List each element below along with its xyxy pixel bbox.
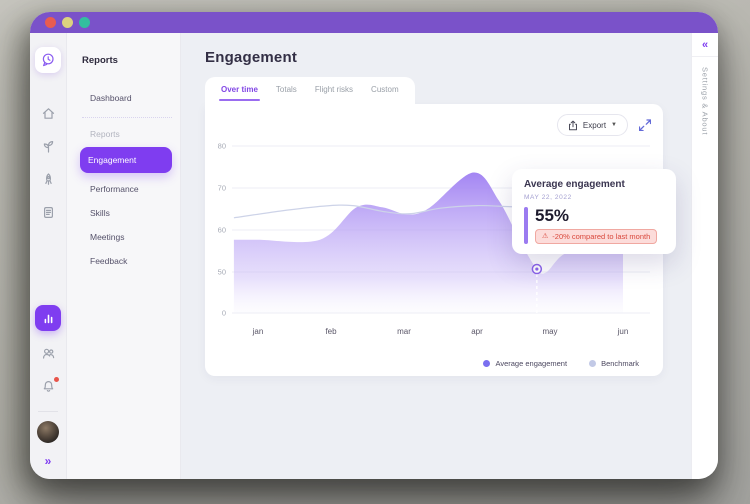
expand-rail-button[interactable]: » <box>44 454 52 468</box>
page-title: Engagement <box>205 49 298 66</box>
sidebar: Reports Dashboard Reports Engagement Per… <box>67 33 181 479</box>
settings-panel-strip: « Settings & About <box>691 33 718 479</box>
tooltip-title: Average engagement <box>524 179 625 190</box>
tooltip-delta-text: -20% compared to last month <box>552 231 651 241</box>
notes-icon <box>43 206 53 219</box>
svg-text:80: 80 <box>218 142 226 151</box>
sidebar-item-skills[interactable]: Skills <box>90 208 110 218</box>
strip-divider <box>692 56 718 57</box>
tooltip-delta-badge: ⚠ -20% compared to last month <box>535 228 658 244</box>
legend-dot-benchmark <box>589 360 597 367</box>
sidebar-heading: Reports <box>82 55 118 66</box>
chart-card: Export ▼ 80 70 60 50 0 jan f <box>205 104 676 376</box>
tab-over-time[interactable]: Over time <box>219 85 260 101</box>
tab-custom[interactable]: Custom <box>371 85 399 94</box>
notes-nav[interactable] <box>41 205 56 220</box>
notifications-nav[interactable] <box>41 377 59 394</box>
bell-icon <box>43 381 53 392</box>
tooltip-date: MAY 22, 2022 <box>524 194 572 201</box>
svg-text:60: 60 <box>218 226 226 235</box>
export-label: Export <box>582 120 607 130</box>
expand-icon <box>639 119 651 131</box>
svg-text:50: 50 <box>218 268 226 277</box>
settings-panel-label[interactable]: Settings & About <box>700 67 710 136</box>
chart-legend: Average engagement Benchmark <box>483 359 639 368</box>
svg-text:may: may <box>542 327 557 336</box>
chart-toolbar: Export ▼ <box>556 114 651 136</box>
tooltip-value: 55% <box>535 206 570 225</box>
sidebar-item-feedback[interactable]: Feedback <box>90 256 128 266</box>
growth-icon <box>43 141 53 153</box>
tab-flight-risks[interactable]: Flight risks <box>314 85 354 94</box>
icon-rail: » <box>30 33 67 479</box>
sidebar-divider <box>82 117 172 118</box>
people-icon <box>42 348 54 359</box>
caret-down-icon: ▼ <box>611 122 617 128</box>
sidebar-item-performance[interactable]: Performance <box>90 184 139 194</box>
sidebar-item-engagement[interactable]: Engagement <box>80 147 172 173</box>
home-nav[interactable] <box>41 106 56 121</box>
people-nav[interactable] <box>41 346 56 361</box>
chart-tooltip: Average engagement MAY 22, 2022 55% ⚠ -2… <box>512 169 676 254</box>
tooltip-accent-bar <box>524 207 528 244</box>
notification-badge <box>53 377 59 382</box>
sidebar-section-label: Reports <box>90 129 120 139</box>
close-window-button[interactable] <box>45 17 56 28</box>
rocket-nav[interactable] <box>41 172 56 187</box>
svg-text:mar: mar <box>397 327 411 336</box>
clock-bubble-icon <box>42 53 54 67</box>
rail-divider <box>38 411 58 412</box>
legend-dot-average <box>483 360 491 367</box>
share-icon <box>568 120 577 130</box>
legend-benchmark[interactable]: Benchmark <box>589 359 639 368</box>
user-avatar[interactable] <box>37 421 59 443</box>
zoom-window-button[interactable] <box>79 17 90 28</box>
window-titlebar <box>30 12 718 33</box>
open-settings-panel-button[interactable]: « <box>701 39 709 51</box>
app-window: » Reports Dashboard Reports Engagement P… <box>30 12 718 479</box>
sidebar-item-meetings[interactable]: Meetings <box>90 232 125 242</box>
svg-text:0: 0 <box>222 309 226 318</box>
legend-average-engagement[interactable]: Average engagement <box>483 359 567 368</box>
main-content: Engagement Over time Totals Flight risks… <box>181 33 691 479</box>
svg-text:feb: feb <box>325 327 337 336</box>
svg-text:jun: jun <box>617 327 629 336</box>
reports-nav-active[interactable] <box>35 305 61 331</box>
home-icon <box>42 108 54 119</box>
svg-text:apr: apr <box>471 327 483 336</box>
tab-bar: Over time Totals Flight risks Custom <box>205 77 415 104</box>
bar-chart-icon <box>44 314 52 323</box>
minimize-window-button[interactable] <box>62 17 73 28</box>
export-button[interactable]: Export ▼ <box>556 114 628 136</box>
svg-text:jan: jan <box>252 327 264 336</box>
rocket-icon <box>44 173 52 185</box>
sidebar-item-dashboard[interactable]: Dashboard <box>90 93 132 103</box>
svg-text:70: 70 <box>218 184 226 193</box>
warning-triangle-icon: ⚠ <box>542 232 549 240</box>
tab-totals[interactable]: Totals <box>275 85 297 94</box>
fullscreen-button[interactable] <box>639 119 651 131</box>
growth-nav[interactable] <box>41 139 56 154</box>
app-logo[interactable] <box>35 47 61 73</box>
